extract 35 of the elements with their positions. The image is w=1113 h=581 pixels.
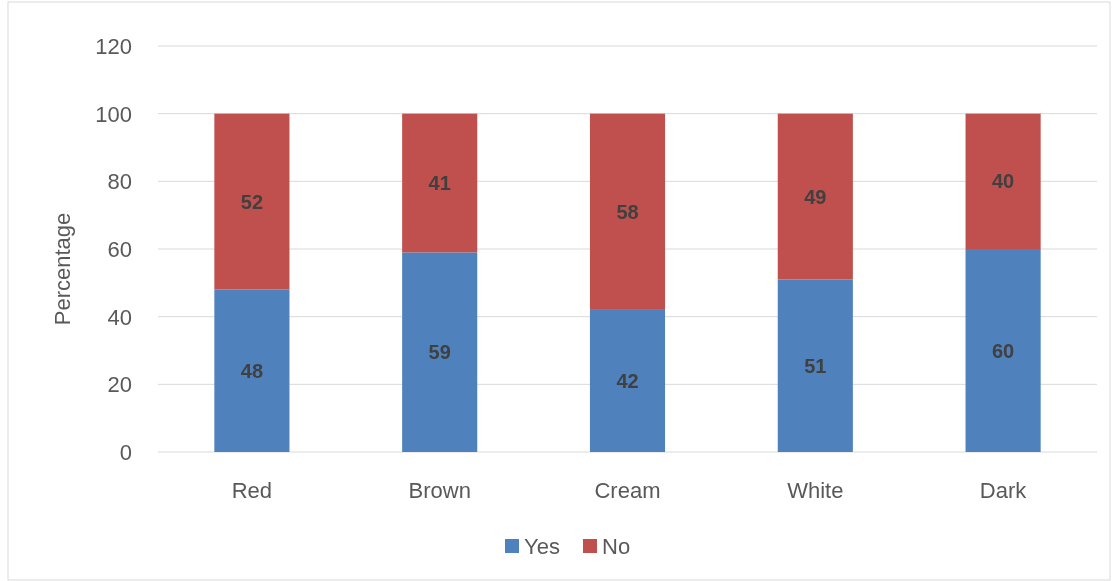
data-label: 49: [804, 185, 827, 208]
bar: [589, 309, 666, 452]
bar: [965, 249, 1041, 452]
bar: [777, 279, 853, 452]
data-label: 51: [804, 354, 827, 377]
bar: [214, 113, 290, 290]
bar: [214, 289, 290, 452]
data-label: 40: [991, 170, 1015, 193]
y-tick-label: 120: [95, 34, 132, 59]
data-label: 48: [240, 359, 264, 382]
y-tick-label: 60: [107, 237, 132, 262]
legend-label: No: [602, 534, 631, 559]
bar: [777, 113, 853, 280]
bar: [589, 113, 666, 310]
x-tick-label: White: [787, 478, 844, 503]
y-tick-label: 80: [107, 169, 132, 195]
bar: [402, 113, 478, 253]
y-axis-title: Percentage: [50, 212, 75, 326]
y-tick-label: 100: [95, 101, 132, 127]
y-tick-label: 20: [107, 372, 132, 398]
bar: [402, 252, 478, 452]
data-label: 58: [616, 200, 639, 223]
data-label: 52: [240, 190, 264, 213]
x-tick-label: Dark: [979, 478, 1028, 503]
data-label: 60: [991, 339, 1015, 362]
bar: [965, 113, 1041, 249]
data-label: 42: [616, 369, 639, 392]
x-tick-label: Cream: [594, 478, 661, 503]
x-tick-label: Red: [231, 478, 273, 503]
x-tick-label: Brown: [408, 478, 471, 503]
data-label: 41: [428, 172, 451, 195]
legend-label: Yes: [524, 534, 560, 559]
y-tick-label: 40: [107, 304, 132, 330]
y-tick-label: 0: [119, 440, 132, 465]
data-label: 59: [428, 341, 451, 364]
